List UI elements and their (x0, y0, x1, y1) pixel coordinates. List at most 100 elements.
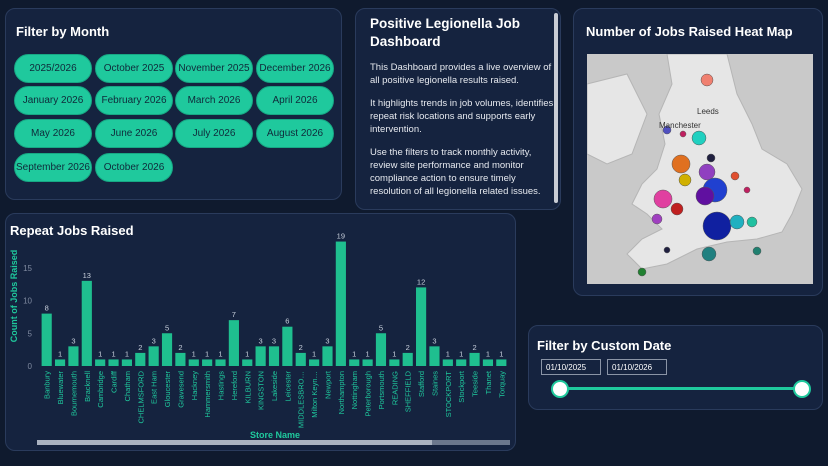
month-button[interactable]: September 2026 (14, 153, 92, 182)
heat-points (637, 73, 762, 277)
x-tick-label: Gloucester (163, 371, 172, 408)
month-filter-panel: Filter by Month 2025/2026 October 2025 Nov… (5, 8, 342, 200)
data-label: 2 (138, 343, 142, 352)
x-tick-label: Newport (323, 370, 332, 399)
bar (456, 359, 467, 366)
data-label: 3 (272, 336, 276, 345)
bar (442, 359, 453, 366)
x-tick-label: Stockport (457, 370, 466, 403)
start-date-input[interactable]: 01/10/2025 (541, 359, 601, 375)
bar (255, 346, 266, 366)
panel-title: Filter by Month (16, 24, 110, 39)
month-button[interactable]: October 2025 (95, 54, 173, 83)
chart-title: Repeat Jobs Raised (10, 223, 134, 238)
month-button[interactable]: February 2026 (95, 86, 173, 115)
data-label: 3 (152, 336, 156, 345)
bar (362, 359, 373, 366)
bar (322, 346, 333, 366)
month-button[interactable]: 2025/2026 (14, 54, 92, 83)
x-tick-label: Cambridge (96, 371, 105, 408)
y-axis-label: Count of Jobs Raised (9, 250, 19, 343)
month-button[interactable]: December 2026 (256, 54, 334, 83)
map[interactable]: Leeds Manchester (587, 54, 813, 284)
month-button[interactable]: January 2026 (14, 86, 92, 115)
x-tick-label: Stafford (417, 371, 426, 397)
x-tick-label: Cardiff (110, 370, 119, 393)
data-label: 6 (285, 317, 289, 326)
x-tick-label: Bluewater (56, 371, 65, 405)
data-label: 1 (392, 349, 396, 358)
month-button[interactable]: March 2026 (175, 86, 253, 115)
bar (402, 352, 413, 366)
y-tick-label: 0 (28, 362, 33, 371)
bar (242, 359, 253, 366)
data-label: 1 (446, 349, 450, 358)
bar (469, 352, 480, 366)
bar (161, 333, 173, 366)
month-button[interactable]: May 2026 (14, 119, 92, 148)
info-paragraph: Use the filters to track monthly activit… (370, 147, 541, 197)
x-tick-label: East Ham (150, 371, 159, 404)
x-tick-label: Lakeside (270, 371, 279, 401)
end-date-input[interactable]: 01/10/2026 (607, 359, 667, 375)
bar (282, 326, 293, 366)
x-tick-label: Bracknell (83, 371, 92, 402)
month-button[interactable]: October 2026 (95, 153, 173, 182)
bar-chart: Count of Jobs Raised Store Name 0510158B… (9, 232, 510, 445)
bar (295, 352, 306, 366)
x-tick-label: Gravesend (176, 371, 185, 408)
y-tick-label: 10 (23, 297, 32, 306)
x-tick-label: MIDDLESBRO… (297, 371, 306, 428)
slider-end-handle[interactable] (793, 380, 811, 398)
data-label: 1 (366, 349, 370, 358)
bar (496, 359, 507, 366)
data-label: 1 (218, 349, 222, 358)
bar (81, 280, 92, 366)
panel-title: Number of Jobs Raised Heat Map (586, 24, 793, 39)
bar (416, 287, 427, 366)
data-label: 1 (205, 349, 209, 358)
heat-map-panel: Number of Jobs Raised Heat Map Leeds Man… (573, 8, 823, 296)
x-tick-label: Hereford (230, 371, 239, 400)
slider-start-handle[interactable] (551, 380, 569, 398)
bar (41, 313, 52, 366)
month-button[interactable]: July 2026 (175, 119, 253, 148)
data-label: 8 (45, 304, 49, 313)
scrollbar[interactable] (554, 13, 558, 203)
data-label: 1 (486, 349, 490, 358)
bar (54, 359, 66, 366)
x-tick-label: Bournemouth (69, 371, 78, 416)
data-label: 3 (325, 336, 329, 345)
data-label: 5 (165, 323, 169, 332)
x-tick-label: KINGSTON (257, 371, 266, 410)
x-tick-label: KILBURN (243, 371, 252, 404)
bar (108, 359, 119, 366)
x-tick-label: READING (390, 371, 399, 405)
info-title: Positive Legionella Job Dashboard (370, 16, 521, 49)
x-tick-label: Torquay (497, 371, 506, 398)
bar (335, 241, 346, 366)
bar (309, 359, 320, 366)
month-button[interactable]: August 2026 (256, 119, 334, 148)
data-label: 2 (472, 343, 476, 352)
data-label: 1 (111, 349, 115, 358)
panel-title: Filter by Custom Date (537, 338, 672, 353)
h-scroll-thumb[interactable] (37, 440, 432, 445)
data-label: 1 (125, 349, 129, 358)
x-tick-label: Peterborough (364, 371, 373, 416)
bar (121, 359, 132, 366)
x-tick-label: Portsmouth (377, 371, 386, 409)
x-tick-label: Banbury (43, 371, 52, 399)
y-tick-label: 15 (23, 264, 32, 273)
month-button[interactable]: November 2025 (175, 54, 253, 83)
bar (202, 359, 213, 366)
y-tick-label: 5 (28, 329, 33, 338)
x-tick-label: Staines (430, 371, 439, 396)
month-button[interactable]: June 2026 (95, 119, 173, 148)
month-button[interactable]: April 2026 (256, 86, 334, 115)
data-label: 1 (352, 349, 356, 358)
data-label: 1 (459, 349, 463, 358)
data-label: 19 (337, 232, 345, 241)
x-tick-label: Hackney (190, 371, 199, 400)
